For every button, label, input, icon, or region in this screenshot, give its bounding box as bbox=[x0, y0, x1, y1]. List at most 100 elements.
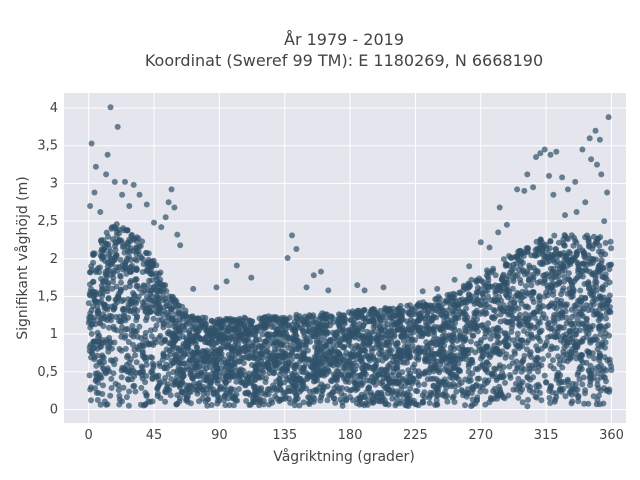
data-point bbox=[87, 313, 94, 320]
data-point bbox=[251, 383, 258, 390]
x-tick-label: 90 bbox=[211, 428, 228, 443]
data-point bbox=[434, 285, 441, 292]
data-point bbox=[435, 380, 442, 387]
data-point bbox=[196, 317, 203, 324]
data-point bbox=[490, 388, 497, 395]
data-point bbox=[149, 398, 156, 405]
data-point bbox=[566, 318, 573, 325]
data-point bbox=[233, 332, 240, 339]
data-point bbox=[462, 327, 469, 334]
data-point bbox=[426, 369, 432, 376]
data-point bbox=[518, 337, 525, 344]
data-point bbox=[522, 303, 529, 310]
data-point bbox=[444, 398, 451, 405]
data-point bbox=[94, 370, 101, 377]
data-point bbox=[536, 296, 543, 303]
data-point bbox=[535, 318, 542, 325]
data-point bbox=[496, 340, 503, 347]
data-point bbox=[528, 331, 535, 338]
data-point bbox=[590, 301, 597, 308]
data-point bbox=[510, 270, 517, 277]
data-point bbox=[343, 386, 350, 392]
data-point bbox=[370, 366, 377, 373]
data-point bbox=[305, 399, 312, 406]
data-point bbox=[514, 271, 521, 278]
data-point bbox=[119, 298, 126, 305]
data-point bbox=[606, 307, 613, 314]
data-point bbox=[478, 297, 485, 304]
data-point bbox=[513, 315, 520, 322]
data-point bbox=[313, 338, 320, 344]
data-point bbox=[580, 250, 587, 257]
data-points bbox=[85, 104, 615, 410]
data-point bbox=[560, 339, 567, 346]
data-point bbox=[379, 378, 386, 385]
data-point bbox=[504, 286, 510, 293]
data-point bbox=[602, 324, 609, 330]
data-point bbox=[545, 352, 552, 359]
data-point bbox=[385, 311, 391, 318]
data-point bbox=[504, 294, 511, 301]
data-point bbox=[525, 396, 531, 403]
data-point bbox=[467, 338, 474, 345]
data-point bbox=[194, 344, 201, 351]
data-point bbox=[99, 354, 106, 361]
data-point bbox=[171, 204, 178, 211]
data-point bbox=[233, 324, 240, 330]
y-axis-ticks: 0 0,5 1 1,5 2 2,5 3 3,5 4 bbox=[37, 101, 58, 417]
data-point bbox=[225, 370, 232, 377]
data-point bbox=[527, 349, 534, 356]
data-point bbox=[123, 270, 130, 277]
data-point bbox=[103, 336, 110, 343]
data-point bbox=[572, 178, 579, 185]
data-point bbox=[327, 318, 334, 324]
data-point bbox=[538, 397, 545, 404]
data-point bbox=[179, 311, 186, 318]
data-point bbox=[104, 151, 111, 158]
data-point bbox=[192, 333, 199, 340]
data-point bbox=[491, 342, 498, 349]
data-point bbox=[164, 314, 171, 321]
data-point bbox=[579, 146, 586, 153]
data-point bbox=[156, 305, 163, 312]
data-point bbox=[594, 396, 601, 403]
data-point bbox=[329, 389, 336, 396]
data-point bbox=[179, 388, 185, 395]
data-point bbox=[483, 301, 490, 308]
data-point bbox=[330, 348, 337, 355]
data-point bbox=[398, 354, 405, 361]
data-point bbox=[439, 333, 446, 340]
data-point bbox=[213, 284, 220, 291]
data-point bbox=[437, 326, 444, 333]
data-point bbox=[419, 288, 426, 295]
data-point bbox=[134, 344, 141, 351]
data-point bbox=[250, 395, 256, 402]
data-point bbox=[301, 350, 307, 357]
data-point bbox=[538, 345, 545, 352]
data-point bbox=[361, 307, 368, 313]
data-point bbox=[490, 326, 497, 333]
data-point bbox=[292, 364, 299, 371]
data-point bbox=[533, 154, 539, 160]
data-point bbox=[228, 356, 234, 363]
data-point bbox=[290, 336, 297, 342]
data-point bbox=[384, 383, 391, 390]
data-point bbox=[123, 258, 130, 265]
data-point bbox=[384, 390, 391, 397]
data-point bbox=[128, 231, 135, 238]
data-point bbox=[317, 323, 324, 330]
data-point bbox=[567, 250, 573, 257]
data-point bbox=[477, 239, 484, 246]
data-point bbox=[582, 294, 589, 301]
data-point bbox=[586, 135, 593, 142]
data-point bbox=[139, 375, 146, 382]
data-point bbox=[106, 324, 112, 331]
data-point bbox=[200, 384, 207, 390]
data-point bbox=[523, 288, 529, 295]
data-point bbox=[423, 339, 430, 346]
data-point bbox=[574, 386, 581, 393]
data-point bbox=[343, 397, 350, 404]
data-point bbox=[560, 385, 567, 392]
data-point bbox=[573, 276, 579, 282]
data-point bbox=[477, 339, 484, 346]
